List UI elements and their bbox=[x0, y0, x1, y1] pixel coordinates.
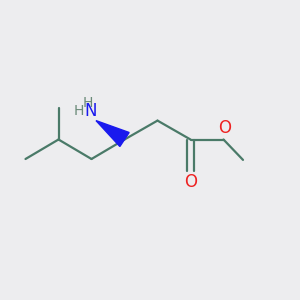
Text: N: N bbox=[84, 102, 97, 120]
Polygon shape bbox=[96, 121, 129, 146]
Text: H: H bbox=[74, 104, 84, 118]
Text: O: O bbox=[184, 173, 197, 191]
Text: H: H bbox=[82, 96, 93, 110]
Text: O: O bbox=[218, 119, 232, 137]
